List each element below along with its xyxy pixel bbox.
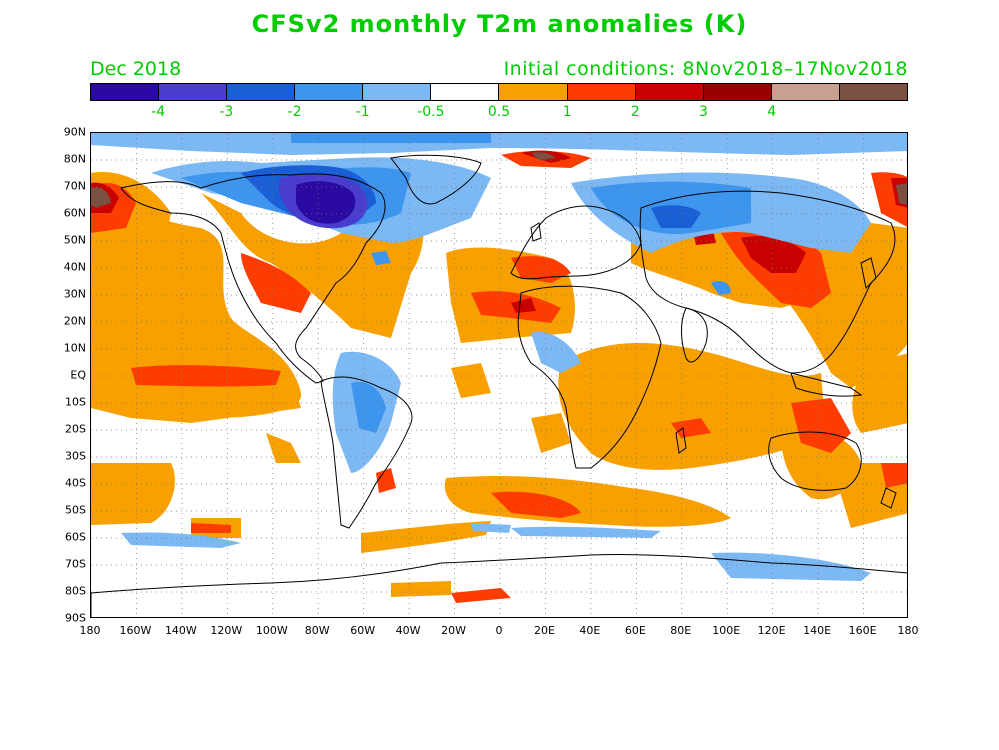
longitude-label: 160W: [119, 624, 152, 637]
longitude-label: 120W: [210, 624, 243, 637]
latitude-label: 20S: [65, 422, 86, 436]
longitude-label: 160E: [848, 624, 877, 637]
longitude-label: 140E: [803, 624, 832, 637]
colorbar-legend: [90, 83, 908, 101]
longitude-label: 20E: [533, 624, 555, 637]
latitude-label: 70N: [63, 179, 86, 193]
longitude-label: 20W: [441, 624, 466, 637]
anomaly-map: [90, 132, 908, 618]
latitude-label: 60S: [65, 530, 86, 544]
longitude-label: 180: [79, 624, 101, 637]
latitude-label: EQ: [70, 368, 86, 382]
colorbar-tick-label: -2: [287, 104, 302, 120]
latitude-label: 40N: [63, 260, 86, 274]
latitude-label: 50S: [65, 503, 86, 517]
colorbar-swatch: [227, 84, 296, 100]
longitude-label: 0: [495, 624, 503, 637]
colorbar-swatch: [363, 84, 432, 100]
longitude-label: 40E: [579, 624, 601, 637]
anomaly-brown-regions: [91, 152, 907, 208]
longitude-label: 120E: [757, 624, 786, 637]
latitude-label: 80S: [65, 584, 86, 598]
colorbar-swatch: [703, 84, 772, 100]
map-canvas: [91, 133, 907, 617]
gridlines: [91, 133, 907, 617]
initial-conditions: Initial conditions: 8Nov2018–17Nov2018: [503, 58, 908, 80]
longitude-label: 140W: [164, 624, 197, 637]
latitude-label: 60N: [63, 206, 86, 220]
latitude-label: 90S: [65, 611, 86, 625]
map-title: CFSv2 monthly T2m anomalies (K): [251, 10, 748, 38]
colorbar-tick-label: -1: [355, 104, 370, 120]
latitude-label: 70S: [65, 557, 86, 571]
latitude-label: 30S: [65, 449, 86, 463]
colorbar-swatch: [499, 84, 568, 100]
anomaly-red-regions: [91, 151, 907, 603]
latitude-label: 10S: [65, 395, 86, 409]
colorbar-tick-label: 3: [699, 104, 708, 120]
colorbar-swatch: [431, 84, 500, 100]
longitude-label: 100W: [255, 624, 288, 637]
longitude-label: 80E: [670, 624, 692, 637]
latitude-label: 20N: [63, 314, 86, 328]
anomaly-purple-regions: [296, 181, 356, 224]
colorbar-swatch: [567, 84, 636, 100]
coastlines: [91, 154, 907, 617]
longitude-label: 60E: [624, 624, 646, 637]
longitude-label: 80W: [304, 624, 330, 637]
colorbar-swatch: [635, 84, 704, 100]
colorbar-swatch: [839, 84, 907, 100]
forecast-month: Dec 2018: [90, 58, 182, 80]
latitude-label: 30N: [63, 287, 86, 301]
colorbar-tick-label: 0.5: [487, 104, 511, 120]
latitude-label: 50N: [63, 233, 86, 247]
colorbar-tick-label: 2: [630, 104, 640, 120]
colorbar-swatch: [91, 84, 160, 100]
colorbar-tick-label: -3: [219, 104, 234, 120]
latitude-label: 10N: [63, 341, 86, 355]
colorbar-tick-label: -4: [151, 104, 166, 120]
latitude-label: 40S: [65, 476, 86, 490]
colorbar-swatch: [159, 84, 228, 100]
latitude-label: 90N: [63, 125, 86, 139]
longitude-label: 60W: [350, 624, 376, 637]
colorbar-tick-label: 1: [562, 104, 572, 120]
colorbar-swatch: [771, 84, 840, 100]
latitude-label: 80N: [63, 152, 86, 166]
colorbar-tick-label: -0.5: [417, 104, 445, 120]
longitude-label: 180: [897, 624, 919, 637]
longitude-label: 100E: [712, 624, 741, 637]
colorbar-swatch: [295, 84, 364, 100]
colorbar-tick-label: 4: [767, 104, 777, 120]
longitude-label: 40W: [395, 624, 421, 637]
